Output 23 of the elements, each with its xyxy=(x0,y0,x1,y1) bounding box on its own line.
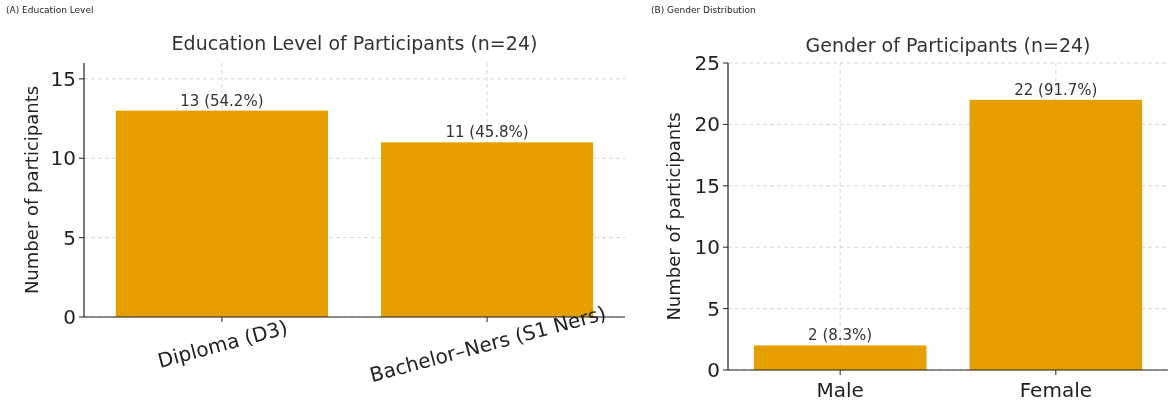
chart-title: Gender of Participants (n=24) xyxy=(805,34,1091,56)
y-tick-label: 15 xyxy=(50,66,76,91)
data-label: 2 (8.3%) xyxy=(808,326,873,345)
y-tick-label: 5 xyxy=(63,225,76,250)
y-tick-label: 0 xyxy=(707,358,720,382)
x-tick-label: Male xyxy=(816,378,864,402)
data-label: 22 (91.7%) xyxy=(1014,80,1098,99)
data-label: 13 (54.2%) xyxy=(180,91,264,110)
x-tick-label: Diploma (D3) xyxy=(155,315,291,373)
y-tick-label: 10 xyxy=(50,146,76,171)
y-tick-label: 10 xyxy=(694,235,720,260)
data-label: 11 (45.8%) xyxy=(445,123,529,142)
y-axis-title: Number of participants xyxy=(21,85,42,295)
y-tick-label: 20 xyxy=(694,112,720,137)
y-tick-label: 5 xyxy=(707,296,720,321)
y-tick-label: 25 xyxy=(694,51,720,75)
chart-subtitle: (A) Education Level xyxy=(6,5,94,15)
y-tick-label: 0 xyxy=(63,305,76,329)
chart-title: Education Level of Participants (n=24) xyxy=(171,32,538,54)
chart-subtitle: (B) Gender Distribution xyxy=(651,5,756,15)
y-axis-title: Number of participants xyxy=(663,112,684,321)
y-tick-label: 15 xyxy=(694,173,720,198)
x-tick-label: Female xyxy=(1019,378,1093,402)
